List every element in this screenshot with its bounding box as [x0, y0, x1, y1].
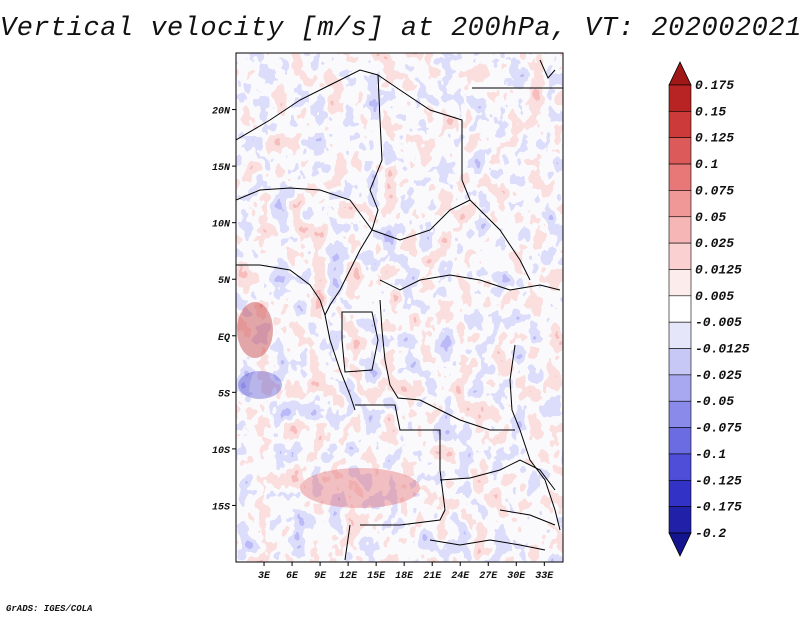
- longitude-axis: 3E 6E 9E 12E 15E 18E 21E 24E 27E 30E 33E: [258, 562, 554, 582]
- lon-tick-label: 30E: [507, 571, 526, 582]
- colorbar-swatch: [668, 374, 692, 402]
- lat-tick-label: 20N: [212, 107, 231, 118]
- colorbar-bottom-arrow: [668, 532, 692, 557]
- colorbar-label: 0.05: [695, 210, 726, 225]
- border-mozambique: [499, 509, 556, 526]
- lon-tick-label: 21E: [423, 571, 442, 582]
- colorbar-swatch: [668, 242, 692, 270]
- border-angola: [355, 404, 446, 526]
- colorbar-swatch: [668, 111, 692, 139]
- colorbar-swatch: [668, 269, 692, 297]
- colorbar-swatch: [668, 190, 692, 218]
- lon-tick-label: 18E: [395, 571, 414, 582]
- colorbar-label: -0.1: [695, 447, 726, 462]
- lat-tick-label: 5S: [218, 389, 230, 400]
- colorbar-label: -0.175: [695, 500, 742, 515]
- plot-title: Vertical velocity [m/s] at 200hPa, VT: 2…: [0, 14, 800, 44]
- velocity-field: [236, 53, 563, 562]
- colorbar-swatch: [668, 216, 692, 244]
- colorbar-label: 0.0125: [695, 262, 742, 277]
- lat-tick-label: 15N: [212, 163, 231, 174]
- lat-tick-label: 10S: [212, 446, 230, 457]
- border-congo-north: [379, 274, 561, 291]
- colorbar-swatch: [668, 137, 692, 165]
- border-south: [429, 539, 546, 551]
- colorbar-label: 0.075: [695, 183, 734, 198]
- border-lakes: [509, 344, 561, 531]
- coastline-red-sea: [539, 59, 556, 79]
- colorbar-swatch: [668, 348, 692, 376]
- colorbar-swatch: [668, 506, 692, 534]
- colorbar: 0.175 0.15 0.125 0.1 0.075 0.05 0.025 0.0125 0.0…: [668, 61, 750, 557]
- border-drc-west: [379, 299, 515, 431]
- colorbar-label: -0.025: [695, 368, 742, 383]
- lon-tick-label: 6E: [286, 571, 299, 582]
- lon-tick-label: 9E: [314, 571, 327, 582]
- border-zambia: [439, 459, 556, 491]
- lat-tick-label: 10N: [212, 220, 231, 231]
- lon-tick-label: 12E: [339, 571, 358, 582]
- lat-tick-label: EQ: [218, 333, 230, 344]
- colorbar-label: -0.125: [695, 473, 742, 488]
- colorbar-label: -0.0125: [695, 342, 750, 357]
- colorbar-label: -0.075: [695, 421, 742, 436]
- colorbar-swatch: [668, 453, 692, 481]
- colorbar-swatch: [668, 321, 692, 349]
- latitude-axis: 20N 15N 10N 5N EQ 5S 10S 15S: [212, 107, 236, 513]
- credit-label: GrADS: IGES/COLA: [6, 604, 93, 614]
- lon-tick-label: 27E: [479, 571, 498, 582]
- velocity-field-shading: [236, 53, 563, 562]
- country-borders: [236, 59, 563, 561]
- border-namibia: [344, 524, 351, 561]
- ascent-zone-equator: [237, 302, 273, 358]
- coastline-gabon: [324, 314, 356, 411]
- colorbar-label: -0.05: [695, 394, 734, 409]
- colorbar-label: 0.025: [695, 236, 734, 251]
- border-cameroon: [324, 249, 361, 316]
- colorbar-swatch: [668, 295, 692, 323]
- lon-tick-label: 24E: [451, 571, 470, 582]
- border-west: [236, 187, 373, 231]
- lon-tick-label: 3E: [258, 571, 271, 582]
- map-frame: [235, 52, 564, 563]
- border-congo: [341, 311, 379, 373]
- colorbar-top-arrow: [668, 61, 692, 86]
- coastline-guinea: [236, 264, 326, 316]
- colorbar-label: 0.175: [695, 78, 734, 93]
- ascent-zone-south: [300, 468, 420, 508]
- colorbar-swatch: [668, 163, 692, 191]
- colorbar-swatch: [668, 479, 692, 507]
- colorbar-label: 0.125: [695, 131, 734, 146]
- lat-tick-label: 5N: [218, 276, 231, 287]
- colorbar-label: 0.15: [695, 104, 726, 119]
- colorbar-swatch: [668, 400, 692, 428]
- colorbar-label: -0.2: [695, 526, 726, 541]
- lat-tick-label: 15S: [212, 502, 230, 513]
- colorbar-swatch: [668, 427, 692, 455]
- colorbar-swatch: [668, 84, 692, 112]
- lon-tick-label: 15E: [367, 571, 386, 582]
- colorbar-label: 0.1: [695, 157, 718, 172]
- colorbar-label: 0.005: [695, 289, 734, 304]
- descent-zone-west: [238, 371, 282, 399]
- border-car: [371, 199, 531, 281]
- lon-tick-label: 33E: [535, 571, 554, 582]
- colorbar-label: -0.005: [695, 315, 742, 330]
